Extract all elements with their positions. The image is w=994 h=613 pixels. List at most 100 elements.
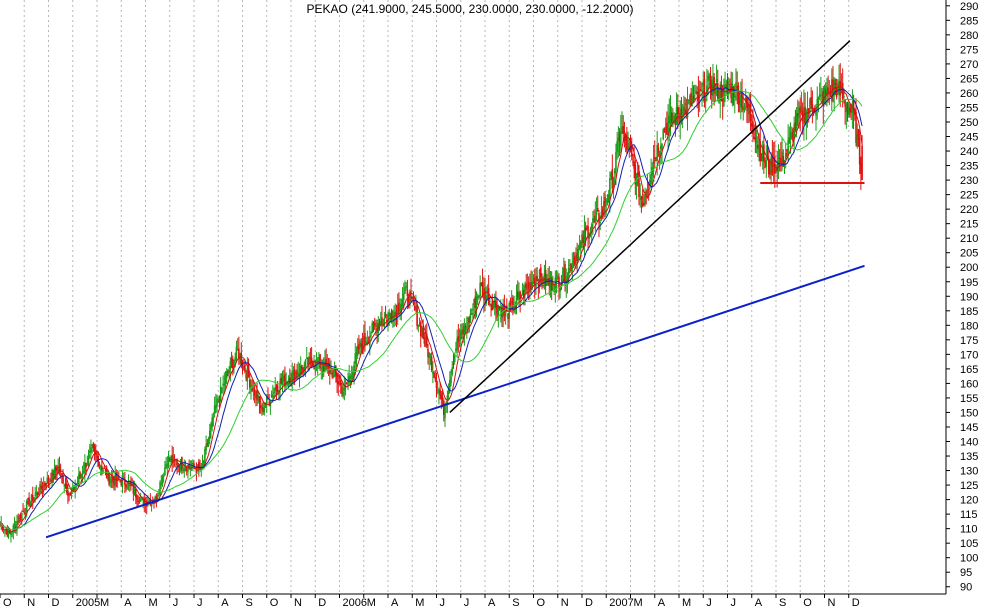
x-tick-label: J (731, 597, 737, 608)
candle-body (241, 365, 244, 368)
candle-body (595, 210, 598, 215)
candle-body (641, 202, 644, 206)
candle-body (755, 141, 758, 143)
candle-body (223, 383, 226, 386)
candle-body (611, 168, 614, 189)
candle-body (552, 289, 554, 291)
candle-body (638, 170, 640, 197)
candle-body (738, 100, 741, 103)
candle-body (349, 375, 352, 379)
candle-body (296, 370, 298, 376)
candle-body (379, 321, 382, 325)
candle-body (840, 87, 843, 93)
candle-body (353, 364, 355, 375)
candle-body (356, 345, 359, 356)
candle-body (817, 96, 820, 105)
candle-body (527, 282, 530, 289)
candle-body (413, 306, 416, 311)
candle-body (844, 99, 846, 107)
candle-body (763, 144, 765, 162)
candle-body (366, 341, 369, 345)
y-tick-label: 155 (960, 393, 978, 405)
candle-body (410, 291, 412, 293)
candle-body (14, 526, 17, 529)
candle-body (532, 281, 535, 284)
candle-body (56, 471, 58, 473)
candle-body (606, 199, 609, 204)
candle-body (822, 91, 825, 106)
candle-body (240, 352, 243, 366)
candle-body (706, 85, 708, 96)
candle-body (358, 343, 360, 350)
candle-body (484, 290, 486, 300)
candle-body (287, 379, 290, 381)
candle-body (364, 332, 366, 343)
candle-body (212, 416, 215, 418)
candle-body (827, 87, 829, 94)
candle-body (256, 389, 258, 401)
candle-body (610, 173, 612, 177)
candle-body (655, 159, 657, 161)
candle-body (583, 229, 586, 242)
candle-body (468, 317, 471, 323)
candle-body (643, 202, 645, 206)
candle-body (253, 389, 256, 396)
candle-body (215, 404, 217, 408)
candle-body (743, 106, 746, 110)
candle-body (127, 482, 130, 487)
candle-body (724, 84, 726, 89)
y-tick-label: 290 (960, 1, 978, 13)
candle-body (221, 388, 223, 390)
candle-body (592, 218, 594, 223)
candle-body (110, 478, 113, 483)
candle-body (58, 465, 61, 472)
candle-body (572, 260, 575, 268)
ma-short-line (0, 83, 863, 533)
candle-body (444, 405, 446, 419)
candle-body (164, 467, 166, 475)
candle-body (188, 463, 190, 468)
candle-body (275, 385, 278, 389)
candle-body (723, 84, 725, 107)
candle-body (279, 380, 281, 391)
candle-body (576, 253, 578, 262)
candle-body (818, 94, 821, 97)
candle-body (139, 499, 142, 502)
candle-body (427, 348, 429, 358)
candle-body (757, 144, 759, 149)
x-tick-label: A (391, 597, 399, 608)
candle-body (833, 79, 835, 96)
candle-body (793, 124, 795, 138)
candle-body (828, 88, 831, 90)
candle-body (47, 480, 50, 482)
candle-body (87, 454, 90, 465)
candle-body (245, 374, 247, 379)
candle-body (373, 323, 376, 326)
candle-body (567, 267, 570, 277)
candle-body (607, 194, 610, 203)
candle-body (593, 218, 595, 221)
y-tick-label: 225 (960, 190, 978, 202)
x-tick-label: M (682, 597, 691, 608)
candle-body (845, 104, 848, 112)
candle-body (63, 485, 66, 487)
candle-body (330, 369, 332, 372)
candle-body (120, 479, 123, 486)
candle-body (48, 479, 51, 481)
candle-body (348, 376, 350, 383)
candle-body (687, 99, 690, 102)
candle-body (823, 87, 826, 101)
candle-body (620, 131, 622, 146)
candle-body (369, 336, 371, 347)
candle-body (202, 460, 205, 466)
candle-body (65, 483, 68, 493)
candle-body (331, 372, 334, 378)
candle-body (242, 365, 245, 370)
candle-body (78, 474, 80, 485)
x-tick-label: D (585, 597, 593, 608)
candle-body (816, 99, 819, 105)
candle-body (412, 301, 415, 304)
x-tick-label: O (537, 597, 546, 608)
candle-body (339, 380, 342, 386)
